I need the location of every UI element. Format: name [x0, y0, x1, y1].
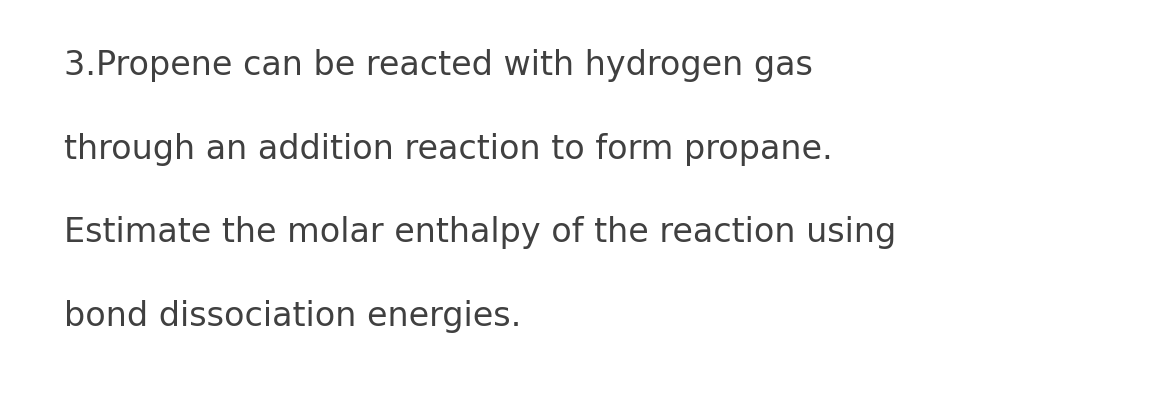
- Text: Estimate the molar enthalpy of the reaction using: Estimate the molar enthalpy of the react…: [64, 216, 896, 249]
- Text: bond dissociation energies.: bond dissociation energies.: [64, 300, 522, 333]
- Text: through an addition reaction to form propane.: through an addition reaction to form pro…: [64, 133, 833, 166]
- Text: 3.Propene can be reacted with hydrogen gas: 3.Propene can be reacted with hydrogen g…: [64, 49, 813, 82]
